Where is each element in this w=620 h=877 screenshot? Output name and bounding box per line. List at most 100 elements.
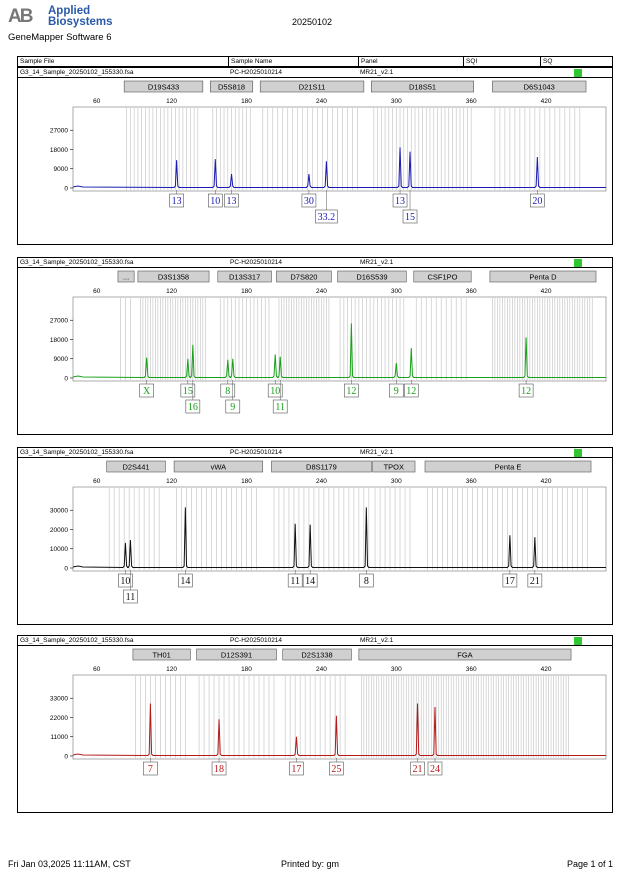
y-tick-label: 22000 xyxy=(50,715,68,722)
y-tick-label: 18000 xyxy=(50,147,68,154)
marker-d12s391[interactable]: D12S391 xyxy=(196,648,277,661)
marker-penta e[interactable]: Penta E xyxy=(424,460,592,473)
allele-call[interactable]: 17 xyxy=(502,570,518,588)
allele-call[interactable]: 15 xyxy=(402,190,418,224)
panel-kit: MR21_v2.1 xyxy=(360,259,394,266)
allele-call[interactable]: 12 xyxy=(403,380,419,398)
marker-d19s433[interactable]: D19S433 xyxy=(123,80,204,93)
allele-call[interactable]: 18 xyxy=(211,758,227,776)
allele-label: 21 xyxy=(530,576,540,587)
dye-trace xyxy=(72,507,606,569)
marker-label: Penta D xyxy=(529,273,557,282)
plot-frame xyxy=(72,486,607,572)
x-tick-label: 300 xyxy=(391,666,402,673)
allele-label: 8 xyxy=(225,386,230,397)
marker-d16s539[interactable]: D16S539 xyxy=(337,270,407,283)
marker-csf1po[interactable]: CSF1PO xyxy=(413,270,472,283)
software-name: GeneMapper Software 6 xyxy=(8,32,112,43)
allele-call[interactable]: 13 xyxy=(392,190,408,208)
allele-call[interactable]: 12 xyxy=(344,380,359,398)
allele-call[interactable]: 11 xyxy=(287,570,303,588)
logo-mark: AB xyxy=(8,6,33,27)
electropherogram-plot: ... D3S1358 D13S317 D7S820 D16S539 CSF1PO Pent… xyxy=(50,270,607,414)
x-tick-label: 60 xyxy=(93,98,101,105)
logo-text: Applied Biosystems xyxy=(48,5,113,28)
allele-call[interactable]: 24 xyxy=(427,758,443,776)
sq-status-indicator xyxy=(574,259,582,267)
marker-d3s1358[interactable]: D3S1358 xyxy=(137,270,210,283)
allele-call[interactable]: 16 xyxy=(185,380,201,414)
allele-call[interactable]: 33.2 xyxy=(315,190,338,224)
allele-call[interactable]: 11 xyxy=(123,570,138,604)
marker-label: D7S820 xyxy=(290,273,317,282)
y-tick-label: 10000 xyxy=(50,546,68,553)
allele-call[interactable]: 11 xyxy=(272,380,288,414)
allele-label: 7 xyxy=(148,764,153,775)
allele-label: 10 xyxy=(210,196,220,207)
allele-call[interactable]: 10 xyxy=(267,380,283,398)
marker-fga[interactable]: FGA xyxy=(358,648,572,661)
allele-label: 10 xyxy=(270,386,280,397)
x-tick-label: 240 xyxy=(316,98,327,105)
y-tick-label: 20000 xyxy=(50,527,68,534)
x-tick-label: 60 xyxy=(93,288,101,295)
allele-call[interactable]: 7 xyxy=(143,758,158,776)
allele-label: 14 xyxy=(180,576,190,587)
allele-call[interactable]: 9 xyxy=(225,380,241,414)
allele-call[interactable]: 14 xyxy=(302,570,318,588)
marker-label: ... xyxy=(123,273,129,282)
marker-tpox[interactable]: TPOX xyxy=(372,460,416,473)
allele-label: 11 xyxy=(126,592,136,603)
panel-title-row: G3_14_Sample_20250102_155330.fsa PC-H2025… xyxy=(18,636,612,646)
allele-call[interactable]: 13 xyxy=(224,190,239,208)
allele-call[interactable]: 13 xyxy=(169,190,184,208)
marker-d18s51[interactable]: D18S51 xyxy=(371,80,474,93)
y-tick-label: 9000 xyxy=(54,166,69,173)
allele-label: 25 xyxy=(331,764,341,775)
marker-d2s1338[interactable]: D2S1338 xyxy=(282,648,352,661)
allele-call[interactable]: 12 xyxy=(518,380,534,398)
marker-d6s1043[interactable]: D6S1043 xyxy=(492,80,587,93)
allele-call[interactable]: X xyxy=(139,380,154,398)
allele-call[interactable]: 9 xyxy=(388,380,404,398)
marker-d8s1179[interactable]: D8S1179 xyxy=(271,460,372,473)
plot-frame xyxy=(72,674,607,760)
marker-d2s441[interactable]: D2S441 xyxy=(106,460,166,473)
marker-d7s820[interactable]: D7S820 xyxy=(276,270,332,283)
allele-call[interactable]: 21 xyxy=(527,570,543,588)
allele-call[interactable]: 20 xyxy=(530,190,545,208)
allele-call[interactable]: 8 xyxy=(359,570,374,588)
marker-...[interactable]: ... xyxy=(117,270,135,283)
marker-vwa[interactable]: vWA xyxy=(173,460,264,473)
allele-call[interactable]: 8 xyxy=(220,380,236,398)
allele-call[interactable]: 10 xyxy=(207,190,223,208)
allele-call[interactable]: 10 xyxy=(118,570,133,588)
marker-label: Penta E xyxy=(495,463,522,472)
allele-call[interactable]: 15 xyxy=(180,380,196,398)
marker-d21s11[interactable]: D21S11 xyxy=(259,80,365,93)
marker-penta d[interactable]: Penta D xyxy=(489,270,597,283)
marker-d5s818[interactable]: D5S818 xyxy=(210,80,254,93)
allele-call[interactable]: 14 xyxy=(178,570,193,588)
allele-call[interactable]: 30 xyxy=(301,190,317,208)
allele-call[interactable]: 25 xyxy=(329,758,344,776)
allele-label: 17 xyxy=(505,576,515,587)
x-tick-label: 240 xyxy=(316,666,327,673)
y-tick-label: 0 xyxy=(64,185,68,192)
allele-call[interactable]: 21 xyxy=(410,758,425,776)
marker-d13s317[interactable]: D13S317 xyxy=(217,270,272,283)
allele-call[interactable]: 17 xyxy=(289,758,304,776)
panel-title-row: G3_14_Sample_20250102_155330.fsa PC-H2025… xyxy=(18,258,612,268)
marker-th01[interactable]: TH01 xyxy=(132,648,191,661)
x-tick-label: 420 xyxy=(541,478,552,485)
panel-sample-file: G3_14_Sample_20250102_155330.fsa xyxy=(20,259,134,266)
allele-label: 11 xyxy=(275,402,285,413)
y-tick-label: 27000 xyxy=(50,318,68,325)
marker-label: D8S1179 xyxy=(306,463,337,472)
allele-label: 9 xyxy=(394,386,399,397)
column-sqi: SQI xyxy=(463,57,477,66)
allele-label: 17 xyxy=(291,764,301,775)
x-tick-label: 360 xyxy=(466,666,477,673)
allele-label: 12 xyxy=(521,386,531,397)
column-panel: Panel xyxy=(358,57,378,66)
